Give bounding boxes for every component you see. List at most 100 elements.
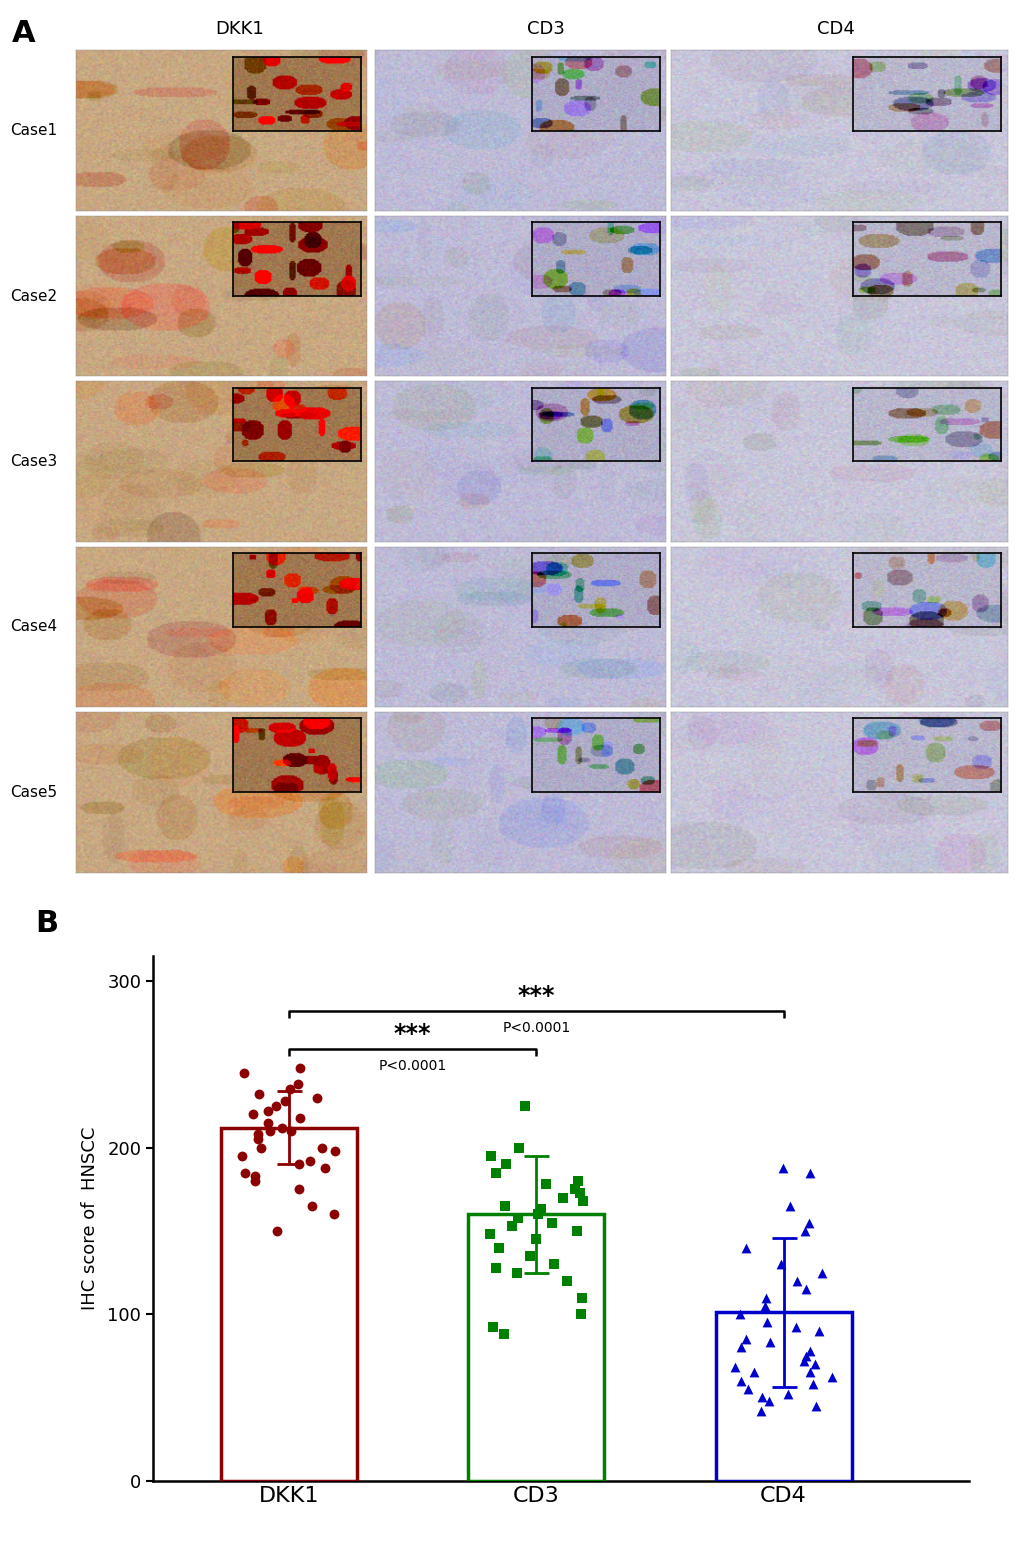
Point	[753, 1385, 769, 1410]
Text: Case3: Case3	[10, 454, 57, 469]
Point	[544, 1210, 560, 1235]
Point	[745, 1360, 761, 1385]
Text: P<0.0001: P<0.0001	[378, 1059, 446, 1073]
Point	[733, 1368, 749, 1393]
Point	[572, 1302, 588, 1327]
Point	[795, 1348, 811, 1373]
Text: CD4: CD4	[816, 20, 855, 38]
Point	[291, 1055, 308, 1080]
Bar	[468, 1214, 603, 1481]
Y-axis label: IHC score of  HNSCC: IHC score of HNSCC	[81, 1127, 99, 1310]
Point	[260, 1109, 276, 1135]
Point	[806, 1352, 822, 1377]
Text: Case4: Case4	[10, 619, 57, 635]
Text: Case1: Case1	[10, 124, 57, 138]
Point	[797, 1277, 813, 1302]
Point	[508, 1205, 525, 1230]
Point	[781, 1194, 797, 1219]
Text: CD3: CD3	[526, 20, 565, 38]
Point	[289, 1072, 306, 1097]
Text: Case2: Case2	[10, 288, 57, 304]
Point	[568, 1218, 584, 1243]
Text: A: A	[12, 19, 36, 49]
Point	[760, 1388, 776, 1413]
Text: B: B	[36, 909, 59, 939]
Point	[558, 1268, 575, 1293]
Point	[488, 1255, 504, 1280]
Point	[482, 1222, 498, 1247]
Point	[522, 1243, 538, 1268]
Point	[511, 1135, 527, 1160]
Point	[807, 1393, 823, 1418]
Point	[801, 1338, 817, 1363]
Text: P<0.0001: P<0.0001	[501, 1020, 570, 1034]
Point	[804, 1371, 820, 1396]
Point	[249, 1127, 265, 1152]
Point	[236, 1160, 253, 1185]
Point	[527, 1227, 543, 1252]
Point	[733, 1335, 749, 1360]
Point	[530, 1202, 546, 1227]
Point	[537, 1172, 553, 1197]
Point	[490, 1235, 506, 1260]
Point	[774, 1155, 791, 1180]
Point	[483, 1144, 499, 1169]
Point	[245, 1102, 261, 1127]
Point	[327, 1138, 343, 1163]
Point	[737, 1327, 753, 1352]
Point	[813, 1260, 829, 1285]
Point	[567, 1177, 583, 1202]
Point	[546, 1252, 562, 1277]
Point	[760, 1330, 776, 1355]
Point	[309, 1084, 325, 1109]
Point	[314, 1135, 330, 1160]
Point	[517, 1094, 533, 1119]
Point	[497, 1152, 514, 1177]
Point	[796, 1218, 812, 1243]
Point	[235, 1059, 252, 1084]
Point	[732, 1302, 748, 1327]
Point	[267, 1094, 283, 1119]
Point	[487, 1160, 503, 1185]
Point	[283, 1119, 300, 1144]
Point	[233, 1144, 250, 1169]
Point	[317, 1155, 333, 1180]
Point	[503, 1213, 520, 1238]
Point	[787, 1315, 803, 1340]
Point	[570, 1169, 586, 1194]
Point	[789, 1268, 805, 1293]
Point	[756, 1293, 772, 1318]
Point	[260, 1098, 276, 1124]
Point	[485, 1315, 501, 1340]
Point	[247, 1169, 263, 1194]
Point	[290, 1177, 307, 1202]
Point	[574, 1285, 590, 1310]
Point	[726, 1355, 742, 1381]
Point	[810, 1318, 826, 1343]
Point	[739, 1377, 755, 1402]
Bar	[715, 1313, 851, 1481]
Point	[802, 1360, 818, 1385]
Point	[282, 1077, 299, 1102]
Point	[779, 1382, 795, 1407]
Point	[771, 1252, 788, 1277]
Point	[758, 1310, 774, 1335]
Point	[757, 1285, 773, 1310]
Point	[508, 1260, 525, 1285]
Text: Case5: Case5	[10, 785, 57, 799]
Bar	[221, 1128, 357, 1481]
Point	[822, 1365, 839, 1390]
Point	[800, 1210, 816, 1235]
Point	[571, 1180, 587, 1205]
Point	[304, 1194, 320, 1219]
Point	[276, 1089, 292, 1114]
Point	[496, 1194, 513, 1219]
Point	[250, 1122, 266, 1147]
Point	[251, 1081, 267, 1106]
Point	[290, 1152, 307, 1177]
Point	[268, 1218, 284, 1243]
Point	[801, 1160, 817, 1185]
Point	[554, 1185, 571, 1210]
Point	[261, 1119, 277, 1144]
Point	[495, 1321, 512, 1346]
